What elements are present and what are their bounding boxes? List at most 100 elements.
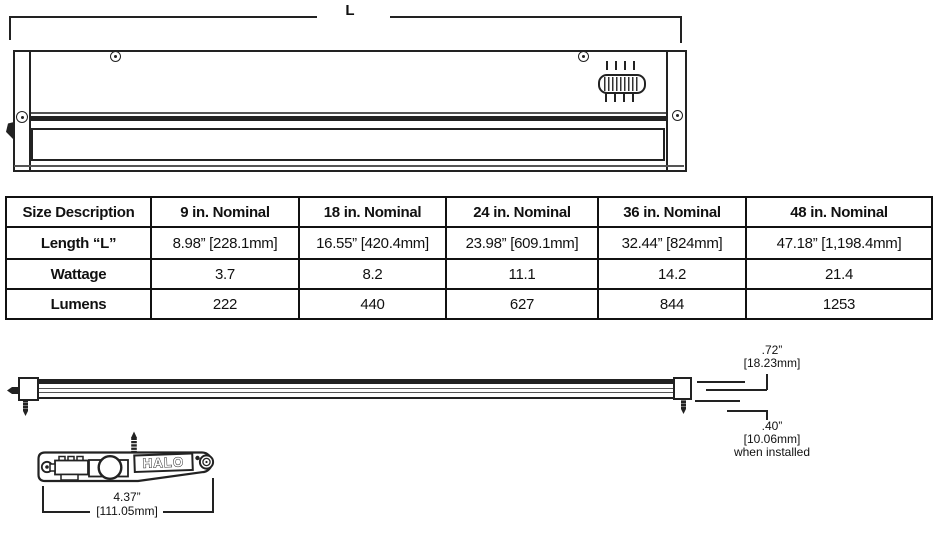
- slider-tick-icon: [615, 61, 617, 70]
- length-dimension-label: L: [345, 2, 355, 19]
- dimension-extension-line-left: [9, 16, 11, 40]
- screw-tip-icon: [131, 431, 137, 438]
- fixture-front-view-drawing: L: [0, 0, 936, 192]
- slider-tick-icon: [614, 93, 616, 102]
- slider-tick-icon: [632, 93, 634, 102]
- slider-tick-icon: [606, 61, 608, 70]
- dimension-extension-line-right: [212, 478, 214, 513]
- bracket-dimension-value: 4.37”: [113, 490, 141, 504]
- profile-bottom-line: [20, 397, 688, 399]
- row-label-cell: Length “L”: [5, 226, 152, 260]
- screw-icon: [110, 51, 121, 62]
- screw-icon: [131, 437, 137, 453]
- table-header-cell: 24 in. Nominal: [445, 196, 599, 228]
- brand-logo-box: [133, 452, 194, 474]
- leader-riser: [766, 410, 768, 420]
- table-header-cell: 9 in. Nominal: [150, 196, 300, 228]
- table-cell: 222: [150, 288, 300, 320]
- table-cell: 3.7: [150, 258, 300, 290]
- slider-tick-icon: [605, 93, 607, 102]
- screw-tip-icon: [23, 411, 28, 416]
- height-dimension-value: .72”: [761, 343, 783, 357]
- profile-seam-line: [38, 392, 675, 394]
- table-cell: 8.98” [228.1mm]: [150, 226, 300, 260]
- screw-tip-icon: [7, 387, 12, 394]
- table-cell: 16.55” [420.4mm]: [298, 226, 447, 260]
- screw-tip-icon: [681, 409, 686, 414]
- table-row: Lumens 222 440 627 844 1253: [5, 288, 933, 320]
- dimension-line: [163, 511, 212, 513]
- connector-stub: [49, 463, 56, 472]
- screw-icon: [16, 111, 28, 123]
- connector-body: [54, 459, 89, 476]
- screw-center: [45, 465, 49, 469]
- slider-tick-icon: [633, 61, 635, 70]
- slider-tick-icon: [623, 93, 625, 102]
- dimension-line: [43, 511, 90, 513]
- dark-trim-stripe: [31, 116, 666, 121]
- fixture-side-view-drawing: .72” [18.23mm] .40” [10.06mm] when insta…: [0, 340, 936, 470]
- slider-hatching: [604, 77, 640, 91]
- screw-icon: [681, 398, 686, 409]
- table-header-row: Size Description 9 in. Nominal 18 in. No…: [5, 196, 933, 228]
- bottom-lip-line: [14, 165, 684, 167]
- leader-line: [706, 389, 767, 391]
- leader-line: [727, 410, 767, 412]
- right-endcap: [673, 377, 692, 400]
- installed-dimension-value: .40”: [761, 419, 783, 433]
- table-header-cell: 36 in. Nominal: [597, 196, 747, 228]
- table-cell: 11.1: [445, 258, 599, 290]
- screw-icon: [672, 110, 683, 121]
- dimension-extension-line-left: [42, 486, 44, 513]
- profile-seam-line: [38, 388, 675, 390]
- table-cell: 844: [597, 288, 747, 320]
- table-cell: 1253: [745, 288, 933, 320]
- screw-icon: [12, 387, 19, 394]
- bracket-dimension-mm: [111.05mm]: [96, 504, 158, 518]
- row-label-cell: Lumens: [5, 288, 152, 320]
- screw-icon: [23, 400, 28, 411]
- table-cell: 23.98” [609.1mm]: [445, 226, 599, 260]
- keyhole-circle: [97, 455, 123, 481]
- table-header-cell: 48 in. Nominal: [745, 196, 933, 228]
- table-cell: 21.4: [745, 258, 933, 290]
- table-cell: 8.2: [298, 258, 447, 290]
- table-cell: 47.18” [1,198.4mm]: [745, 226, 933, 260]
- dimension-line-L-left: [9, 16, 317, 18]
- table-header-cell: 18 in. Nominal: [298, 196, 447, 228]
- table-row: Wattage 3.7 8.2 11.1 14.2 21.4: [5, 258, 933, 290]
- side-tab: [6, 122, 14, 140]
- height-dimension-mm: [18.23mm]: [743, 356, 801, 370]
- mounting-bracket-drawing: HALO: [37, 431, 215, 483]
- table-cell: 14.2: [597, 258, 747, 290]
- table-header-cell: Size Description: [5, 196, 152, 228]
- leader-line: [695, 400, 740, 402]
- table-row: Length “L” 8.98” [228.1mm] 16.55” [420.4…: [5, 226, 933, 260]
- screw-threads: [131, 440, 137, 451]
- registered-mark-dot: [195, 455, 200, 461]
- leader-line: [697, 381, 745, 383]
- slider-tick-icon: [624, 61, 626, 70]
- row-label-cell: Wattage: [5, 258, 152, 290]
- screw-center: [205, 460, 208, 464]
- connector-tab: [60, 473, 79, 481]
- table-cell: 32.44” [824mm]: [597, 226, 747, 260]
- installed-dimension-note: when installed: [733, 445, 811, 459]
- screw-icon: [578, 51, 589, 62]
- right-endcap-line: [666, 51, 668, 170]
- lens-panel: [31, 128, 665, 161]
- spec-table: Size Description 9 in. Nominal 18 in. No…: [5, 196, 933, 320]
- brand-logo-text: HALO: [142, 454, 184, 470]
- left-endcap-line: [29, 51, 31, 170]
- body-seam-line: [31, 112, 666, 114]
- left-endcap: [18, 377, 39, 401]
- table-cell: 440: [298, 288, 447, 320]
- dimension-extension-line-right: [680, 16, 682, 43]
- slider-switch: [598, 74, 646, 94]
- dimension-line-L-right: [390, 16, 682, 18]
- installed-dimension-mm: [10.06mm]: [743, 432, 801, 446]
- table-cell: 627: [445, 288, 599, 320]
- leader-riser: [766, 374, 768, 390]
- profile-top-stripe: [20, 379, 688, 384]
